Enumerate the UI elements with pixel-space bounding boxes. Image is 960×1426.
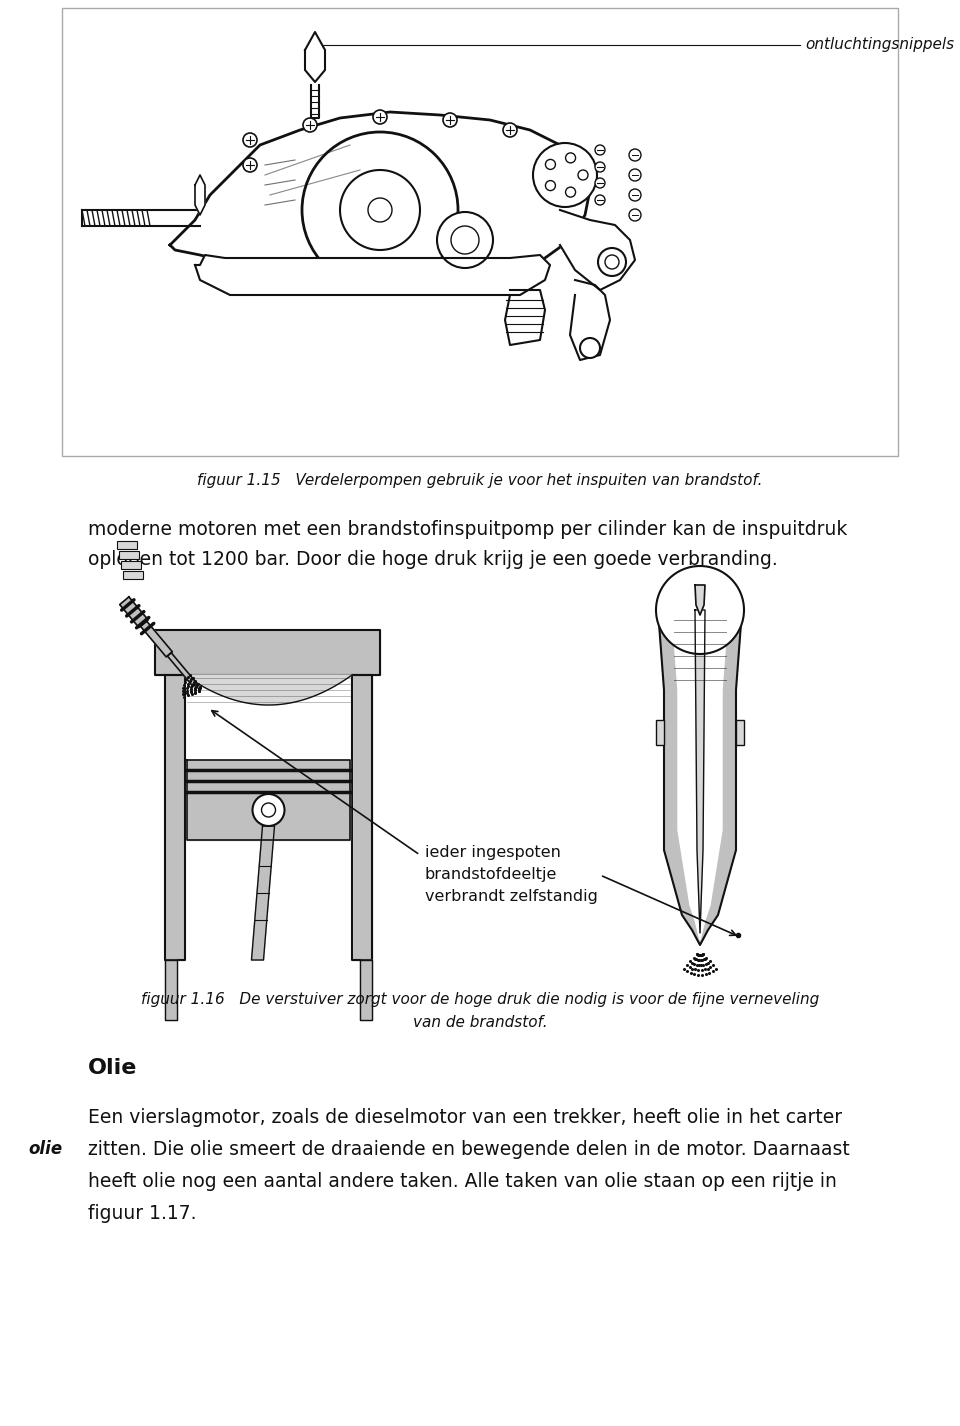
Bar [656, 720, 664, 744]
Text: oplopen tot 1200 bar. Door die hoge druk krijg je een goede verbranding.: oplopen tot 1200 bar. Door die hoge druk… [88, 550, 778, 569]
Text: zitten. Die olie smeert de draaiende en bewegende delen in de motor. Daarnaast: zitten. Die olie smeert de draaiende en … [88, 1139, 850, 1159]
Circle shape [595, 195, 605, 205]
Polygon shape [195, 175, 205, 215]
Circle shape [598, 248, 626, 277]
Circle shape [503, 123, 517, 137]
Circle shape [368, 198, 392, 222]
Text: moderne motoren met een brandstofinspuitpomp per cilinder kan de inspuitdruk: moderne motoren met een brandstofinspuit… [88, 520, 848, 539]
Circle shape [629, 190, 641, 201]
Polygon shape [311, 86, 319, 118]
Circle shape [340, 170, 420, 250]
Bar [119, 550, 139, 559]
Circle shape [437, 212, 493, 268]
Polygon shape [672, 612, 728, 940]
Polygon shape [185, 674, 352, 704]
Polygon shape [352, 674, 372, 960]
Polygon shape [505, 289, 545, 345]
Text: brandstofdeeltje: brandstofdeeltje [425, 867, 558, 883]
Circle shape [656, 566, 744, 655]
Polygon shape [165, 960, 177, 1020]
Circle shape [243, 158, 257, 173]
Polygon shape [155, 630, 380, 674]
Circle shape [533, 143, 597, 207]
Circle shape [252, 794, 284, 826]
Bar [121, 560, 141, 569]
Circle shape [595, 163, 605, 173]
Circle shape [303, 118, 317, 133]
Text: figuur 1.15   Verdelerpompen gebruik je voor het inspuiten van brandstof.: figuur 1.15 Verdelerpompen gebruik je vo… [197, 472, 763, 488]
Text: Olie: Olie [88, 1058, 137, 1078]
Polygon shape [140, 622, 173, 657]
Circle shape [373, 110, 387, 124]
Polygon shape [360, 960, 372, 1020]
Polygon shape [658, 610, 742, 945]
Polygon shape [305, 31, 325, 83]
Bar [736, 720, 744, 744]
Circle shape [565, 153, 576, 163]
Polygon shape [120, 597, 148, 627]
Circle shape [443, 113, 457, 127]
Circle shape [243, 133, 257, 147]
Polygon shape [165, 674, 185, 960]
Circle shape [629, 210, 641, 221]
Polygon shape [170, 113, 590, 292]
Polygon shape [695, 585, 705, 615]
Bar [117, 540, 137, 549]
Text: ontluchtingsnippels: ontluchtingsnippels [805, 37, 954, 53]
Text: ieder ingespoten: ieder ingespoten [425, 846, 561, 860]
Polygon shape [570, 279, 610, 359]
Circle shape [605, 255, 619, 270]
Bar [123, 570, 143, 579]
Circle shape [302, 133, 458, 288]
Circle shape [545, 160, 556, 170]
Text: olie: olie [28, 1139, 62, 1158]
Bar [62, 9, 898, 456]
Polygon shape [695, 610, 705, 933]
Polygon shape [195, 255, 550, 295]
Circle shape [629, 148, 641, 161]
Circle shape [565, 187, 576, 197]
Text: heeft olie nog een aantal andere taken. Alle taken van olie staan op een rijtje : heeft olie nog een aantal andere taken. … [88, 1172, 837, 1191]
Text: figuur 1.17.: figuur 1.17. [88, 1204, 197, 1224]
Circle shape [578, 170, 588, 180]
Polygon shape [185, 674, 352, 960]
Circle shape [595, 178, 605, 188]
Text: figuur 1.16   De verstuiver zorgt voor de hoge druk die nodig is voor de fijne v: figuur 1.16 De verstuiver zorgt voor de … [141, 992, 819, 1007]
Circle shape [261, 803, 276, 817]
Polygon shape [187, 760, 350, 840]
Polygon shape [167, 653, 197, 686]
Circle shape [629, 170, 641, 181]
Text: Een vierslagmotor, zoals de dieselmotor van een trekker, heeft olie in het carte: Een vierslagmotor, zoals de dieselmotor … [88, 1108, 842, 1127]
Text: verbrandt zelfstandig: verbrandt zelfstandig [425, 888, 598, 904]
Polygon shape [252, 826, 275, 960]
Circle shape [451, 225, 479, 254]
Circle shape [595, 145, 605, 155]
Text: van de brandstof.: van de brandstof. [413, 1015, 547, 1030]
Polygon shape [560, 210, 635, 289]
Circle shape [580, 338, 600, 358]
Circle shape [545, 181, 556, 191]
